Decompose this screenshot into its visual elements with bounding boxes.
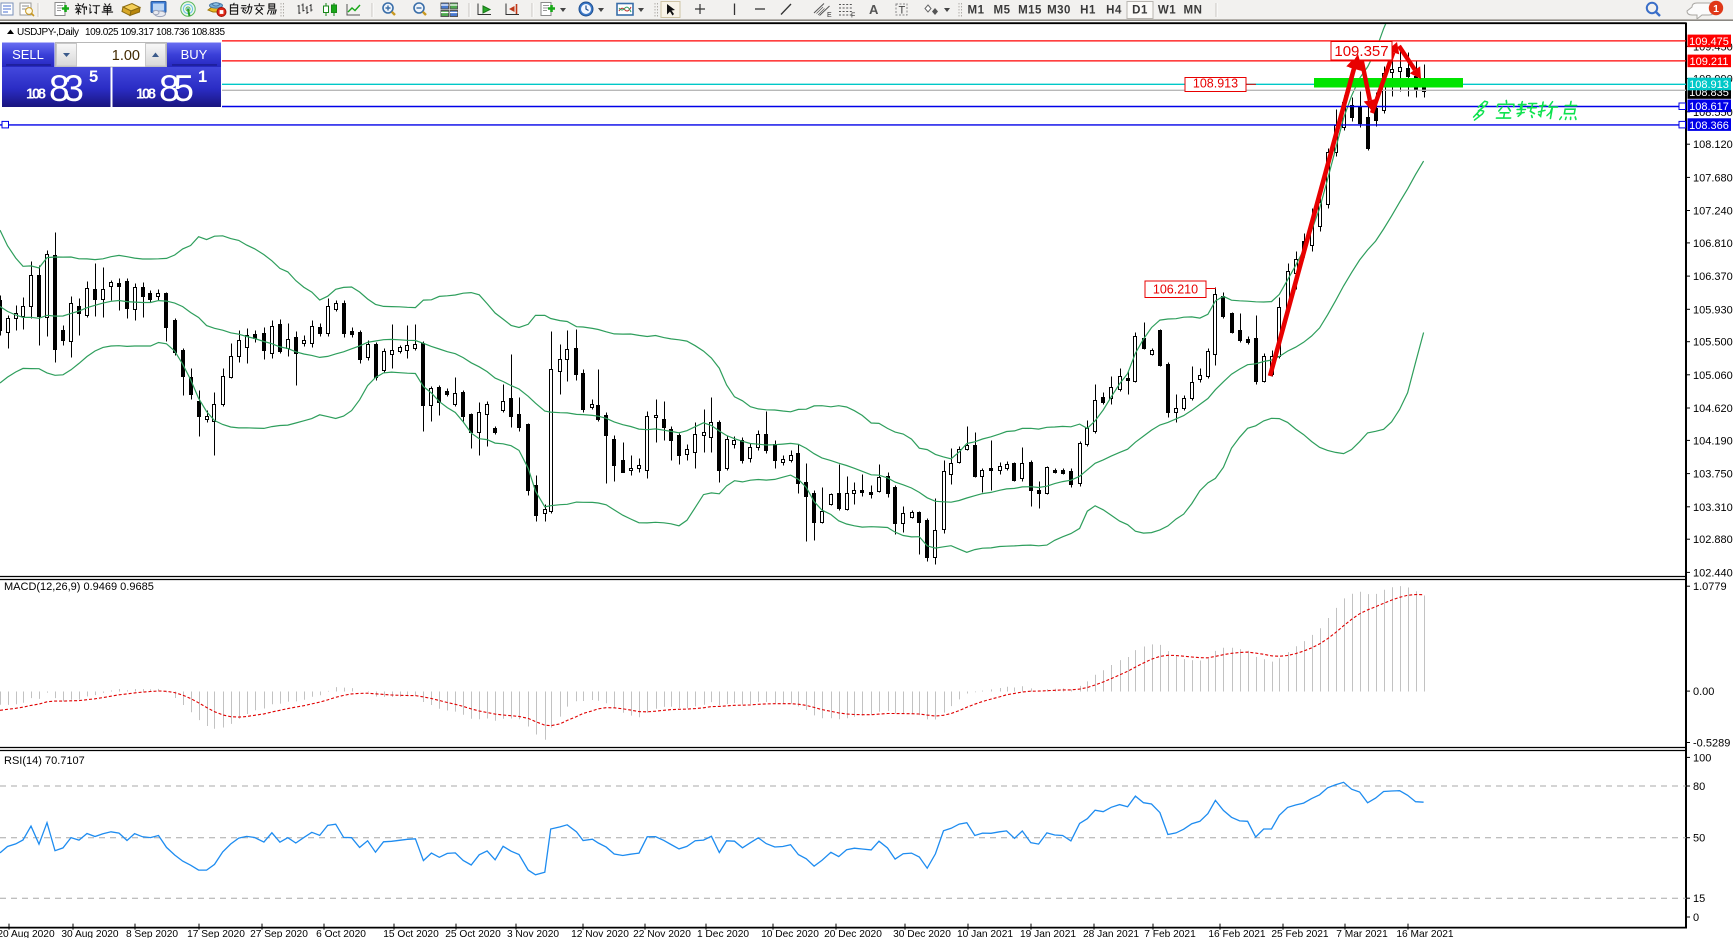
svg-text:108.366: 108.366: [1689, 120, 1729, 132]
svg-text:109.357: 109.357: [1334, 43, 1388, 60]
svg-text:W1: W1: [1158, 5, 1176, 17]
svg-text:20 Dec 2020: 20 Dec 2020: [824, 929, 882, 938]
svg-text:83: 83: [49, 68, 84, 109]
svg-text:106.370: 106.370: [1693, 271, 1733, 283]
svg-text:0: 0: [1693, 912, 1699, 924]
svg-text:25 Oct 2020: 25 Oct 2020: [445, 929, 501, 938]
svg-text:28 Jan 2021: 28 Jan 2021: [1083, 929, 1139, 938]
svg-text:H1: H1: [1080, 5, 1096, 17]
svg-text:108.617: 108.617: [1689, 101, 1729, 113]
svg-text:T: T: [899, 5, 906, 17]
svg-text:109.211: 109.211: [1690, 56, 1729, 68]
svg-text:100: 100: [1693, 752, 1711, 764]
svg-text:17 Sep 2020: 17 Sep 2020: [187, 929, 245, 938]
svg-text:RSI(14) 70.7107: RSI(14) 70.7107: [4, 755, 85, 767]
svg-text:M30: M30: [1047, 5, 1071, 17]
svg-text:27 Sep 2020: 27 Sep 2020: [250, 929, 308, 938]
svg-text:15: 15: [1693, 893, 1705, 905]
svg-text:22 Nov 2020: 22 Nov 2020: [633, 929, 691, 938]
svg-text:H4: H4: [1106, 5, 1122, 17]
svg-text:MN: MN: [1184, 5, 1203, 17]
svg-text:102.880: 102.880: [1693, 534, 1733, 546]
svg-text:M1: M1: [968, 5, 985, 17]
svg-text:0.00: 0.00: [1693, 686, 1714, 698]
svg-text:3 Nov 2020: 3 Nov 2020: [507, 929, 559, 938]
svg-text:10 Dec 2020: 10 Dec 2020: [761, 929, 819, 938]
svg-text:106.810: 106.810: [1693, 238, 1733, 250]
svg-text:10 Jan 2021: 10 Jan 2021: [957, 929, 1013, 938]
svg-text:M15: M15: [1018, 5, 1042, 17]
svg-text:1: 1: [198, 68, 207, 86]
svg-text:108.913: 108.913: [1193, 77, 1238, 91]
svg-text:30 Aug 2020: 30 Aug 2020: [61, 929, 119, 938]
svg-text:105.930: 105.930: [1693, 304, 1733, 316]
svg-text:BUY: BUY: [181, 47, 208, 62]
svg-text:5: 5: [89, 68, 98, 86]
svg-text:109.025 109.317 108.736 108.83: 109.025 109.317 108.736 108.835: [85, 27, 225, 38]
svg-text:105.060: 105.060: [1693, 370, 1733, 382]
svg-text:7 Feb 2021: 7 Feb 2021: [1144, 929, 1196, 938]
svg-text:102.440: 102.440: [1693, 567, 1733, 579]
svg-text:109.475: 109.475: [1689, 36, 1729, 48]
svg-text:103.310: 103.310: [1693, 502, 1733, 514]
svg-text:103.750: 103.750: [1693, 469, 1733, 481]
svg-text:108: 108: [26, 87, 46, 103]
svg-text:105.500: 105.500: [1693, 337, 1733, 349]
svg-text:15 Oct 2020: 15 Oct 2020: [383, 929, 439, 938]
svg-text:106.210: 106.210: [1153, 283, 1198, 297]
svg-text:20 Aug 2020: 20 Aug 2020: [0, 929, 55, 938]
svg-text:85: 85: [159, 68, 194, 109]
svg-text:25 Feb 2021: 25 Feb 2021: [1271, 929, 1329, 938]
svg-text:7 Mar 2021: 7 Mar 2021: [1336, 929, 1388, 938]
svg-text:D1: D1: [1132, 5, 1148, 17]
svg-text:19 Jan 2021: 19 Jan 2021: [1020, 929, 1076, 938]
svg-text:-0.5289: -0.5289: [1693, 738, 1730, 750]
svg-text:SELL: SELL: [12, 47, 44, 62]
svg-text:104.190: 104.190: [1693, 435, 1733, 447]
svg-text:M5: M5: [994, 5, 1011, 17]
svg-text:12 Nov 2020: 12 Nov 2020: [571, 929, 629, 938]
svg-text:107.680: 107.680: [1693, 172, 1733, 184]
svg-text:8 Sep 2020: 8 Sep 2020: [126, 929, 178, 938]
svg-text:1 Dec 2020: 1 Dec 2020: [697, 929, 749, 938]
svg-text:16 Mar 2021: 16 Mar 2021: [1396, 929, 1454, 938]
svg-text:F: F: [851, 13, 855, 20]
svg-text:1.0779: 1.0779: [1693, 581, 1727, 593]
svg-text:USDJPY-,Daily: USDJPY-,Daily: [17, 27, 79, 38]
svg-text:108.120: 108.120: [1693, 139, 1733, 151]
svg-text:E: E: [827, 12, 832, 19]
svg-text:A: A: [869, 2, 879, 17]
svg-text:108: 108: [136, 87, 156, 103]
svg-text:1: 1: [1713, 3, 1719, 15]
svg-text:30 Dec 2020: 30 Dec 2020: [893, 929, 951, 938]
svg-text:104.620: 104.620: [1693, 403, 1733, 415]
svg-text:50: 50: [1693, 833, 1705, 845]
svg-text:16 Feb 2021: 16 Feb 2021: [1208, 929, 1266, 938]
svg-text:1.00: 1.00: [112, 48, 140, 64]
svg-text:107.240: 107.240: [1693, 206, 1733, 218]
svg-text:80: 80: [1693, 781, 1705, 793]
svg-text:MACD(12,26,9) 0.9469 0.9685: MACD(12,26,9) 0.9469 0.9685: [4, 581, 154, 593]
svg-text:108.913: 108.913: [1689, 79, 1729, 91]
svg-text:6 Oct 2020: 6 Oct 2020: [316, 929, 366, 938]
